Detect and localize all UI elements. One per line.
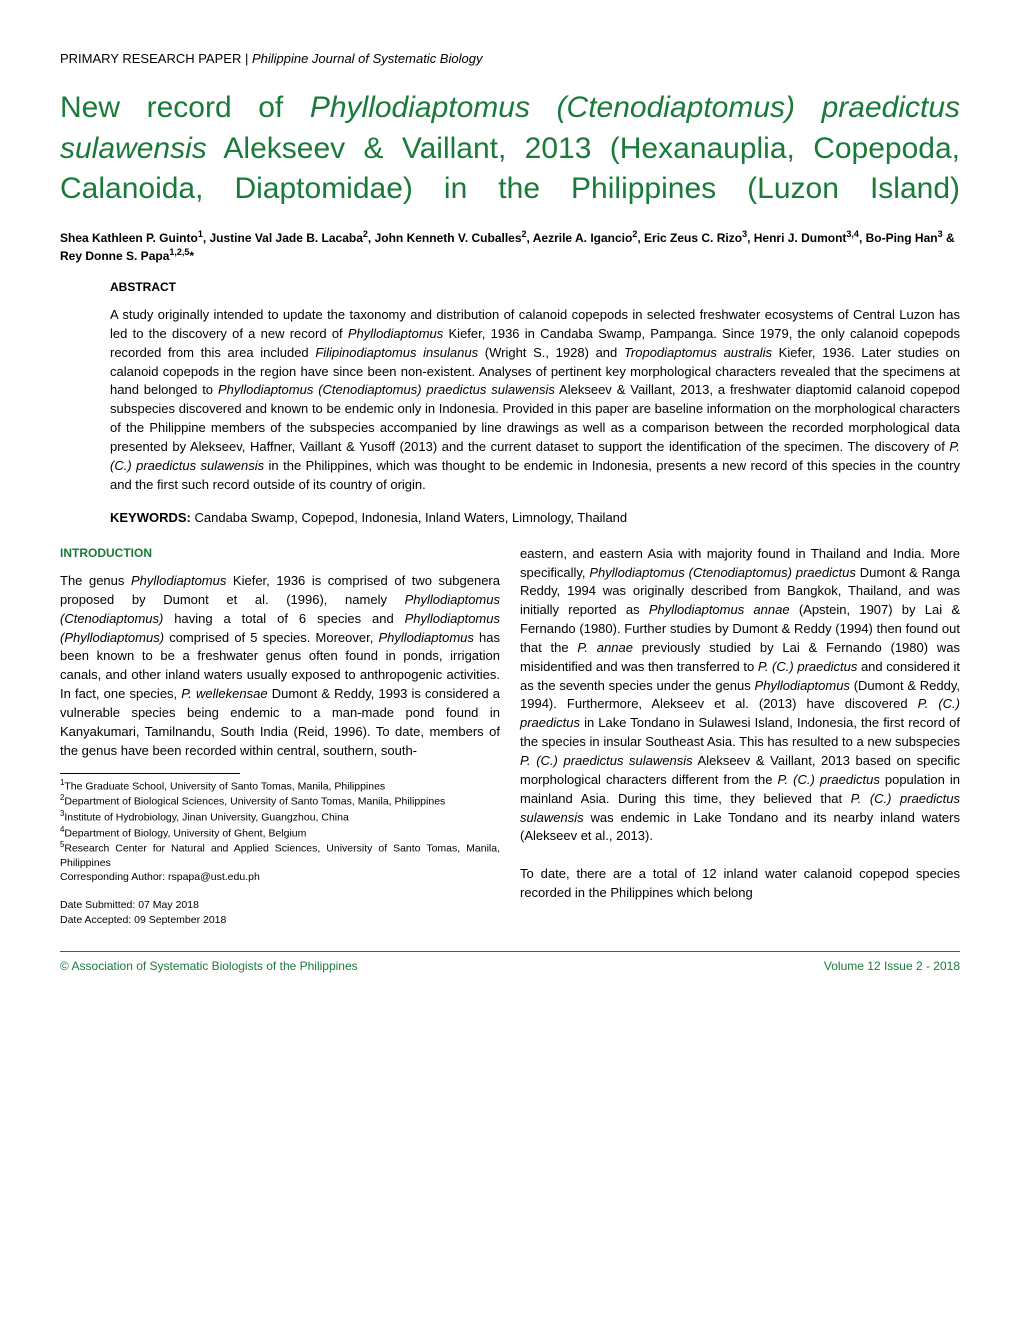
abstract-heading: ABSTRACT xyxy=(110,279,960,296)
header-separator: | xyxy=(241,51,252,66)
keywords-label: KEYWORDS: xyxy=(110,510,191,525)
page-footer: © Association of Systematic Biologists o… xyxy=(60,951,960,975)
issue-info: Volume 12 Issue 2 - 2018 xyxy=(824,958,960,975)
keywords-line: KEYWORDS: Candaba Swamp, Copepod, Indone… xyxy=(110,509,960,527)
right-column: eastern, and eastern Asia with majority … xyxy=(520,545,960,927)
article-title: New record of Phyllodiaptomus (Ctenodiap… xyxy=(60,88,960,210)
affiliation-divider xyxy=(60,773,240,774)
keywords-text: Candaba Swamp, Copepod, Indonesia, Inlan… xyxy=(191,510,627,525)
intro-right-text: eastern, and eastern Asia with majority … xyxy=(520,545,960,847)
left-column: INTRODUCTION The genus Phyllodiaptomus K… xyxy=(60,545,500,927)
paper-category: PRIMARY RESEARCH PAPER xyxy=(60,51,241,66)
title-pre: New record of xyxy=(60,91,310,124)
journal-name: Philippine Journal of Systematic Biology xyxy=(252,51,483,66)
body-columns: INTRODUCTION The genus Phyllodiaptomus K… xyxy=(60,545,960,927)
affiliations-block: 1The Graduate School, University of Sant… xyxy=(60,778,500,927)
author-list: Shea Kathleen P. Guinto1, Justine Val Ja… xyxy=(60,228,960,266)
intro-right-text-2: To date, there are a total of 12 inland … xyxy=(520,865,960,903)
abstract-body: A study originally intended to update th… xyxy=(110,306,960,494)
copyright-text: © Association of Systematic Biologists o… xyxy=(60,958,358,975)
running-header: PRIMARY RESEARCH PAPER | Philippine Jour… xyxy=(60,50,960,68)
abstract-section: ABSTRACT A study originally intended to … xyxy=(110,279,960,526)
intro-left-text: The genus Phyllodiaptomus Kiefer, 1936 i… xyxy=(60,572,500,760)
introduction-heading: INTRODUCTION xyxy=(60,545,500,562)
